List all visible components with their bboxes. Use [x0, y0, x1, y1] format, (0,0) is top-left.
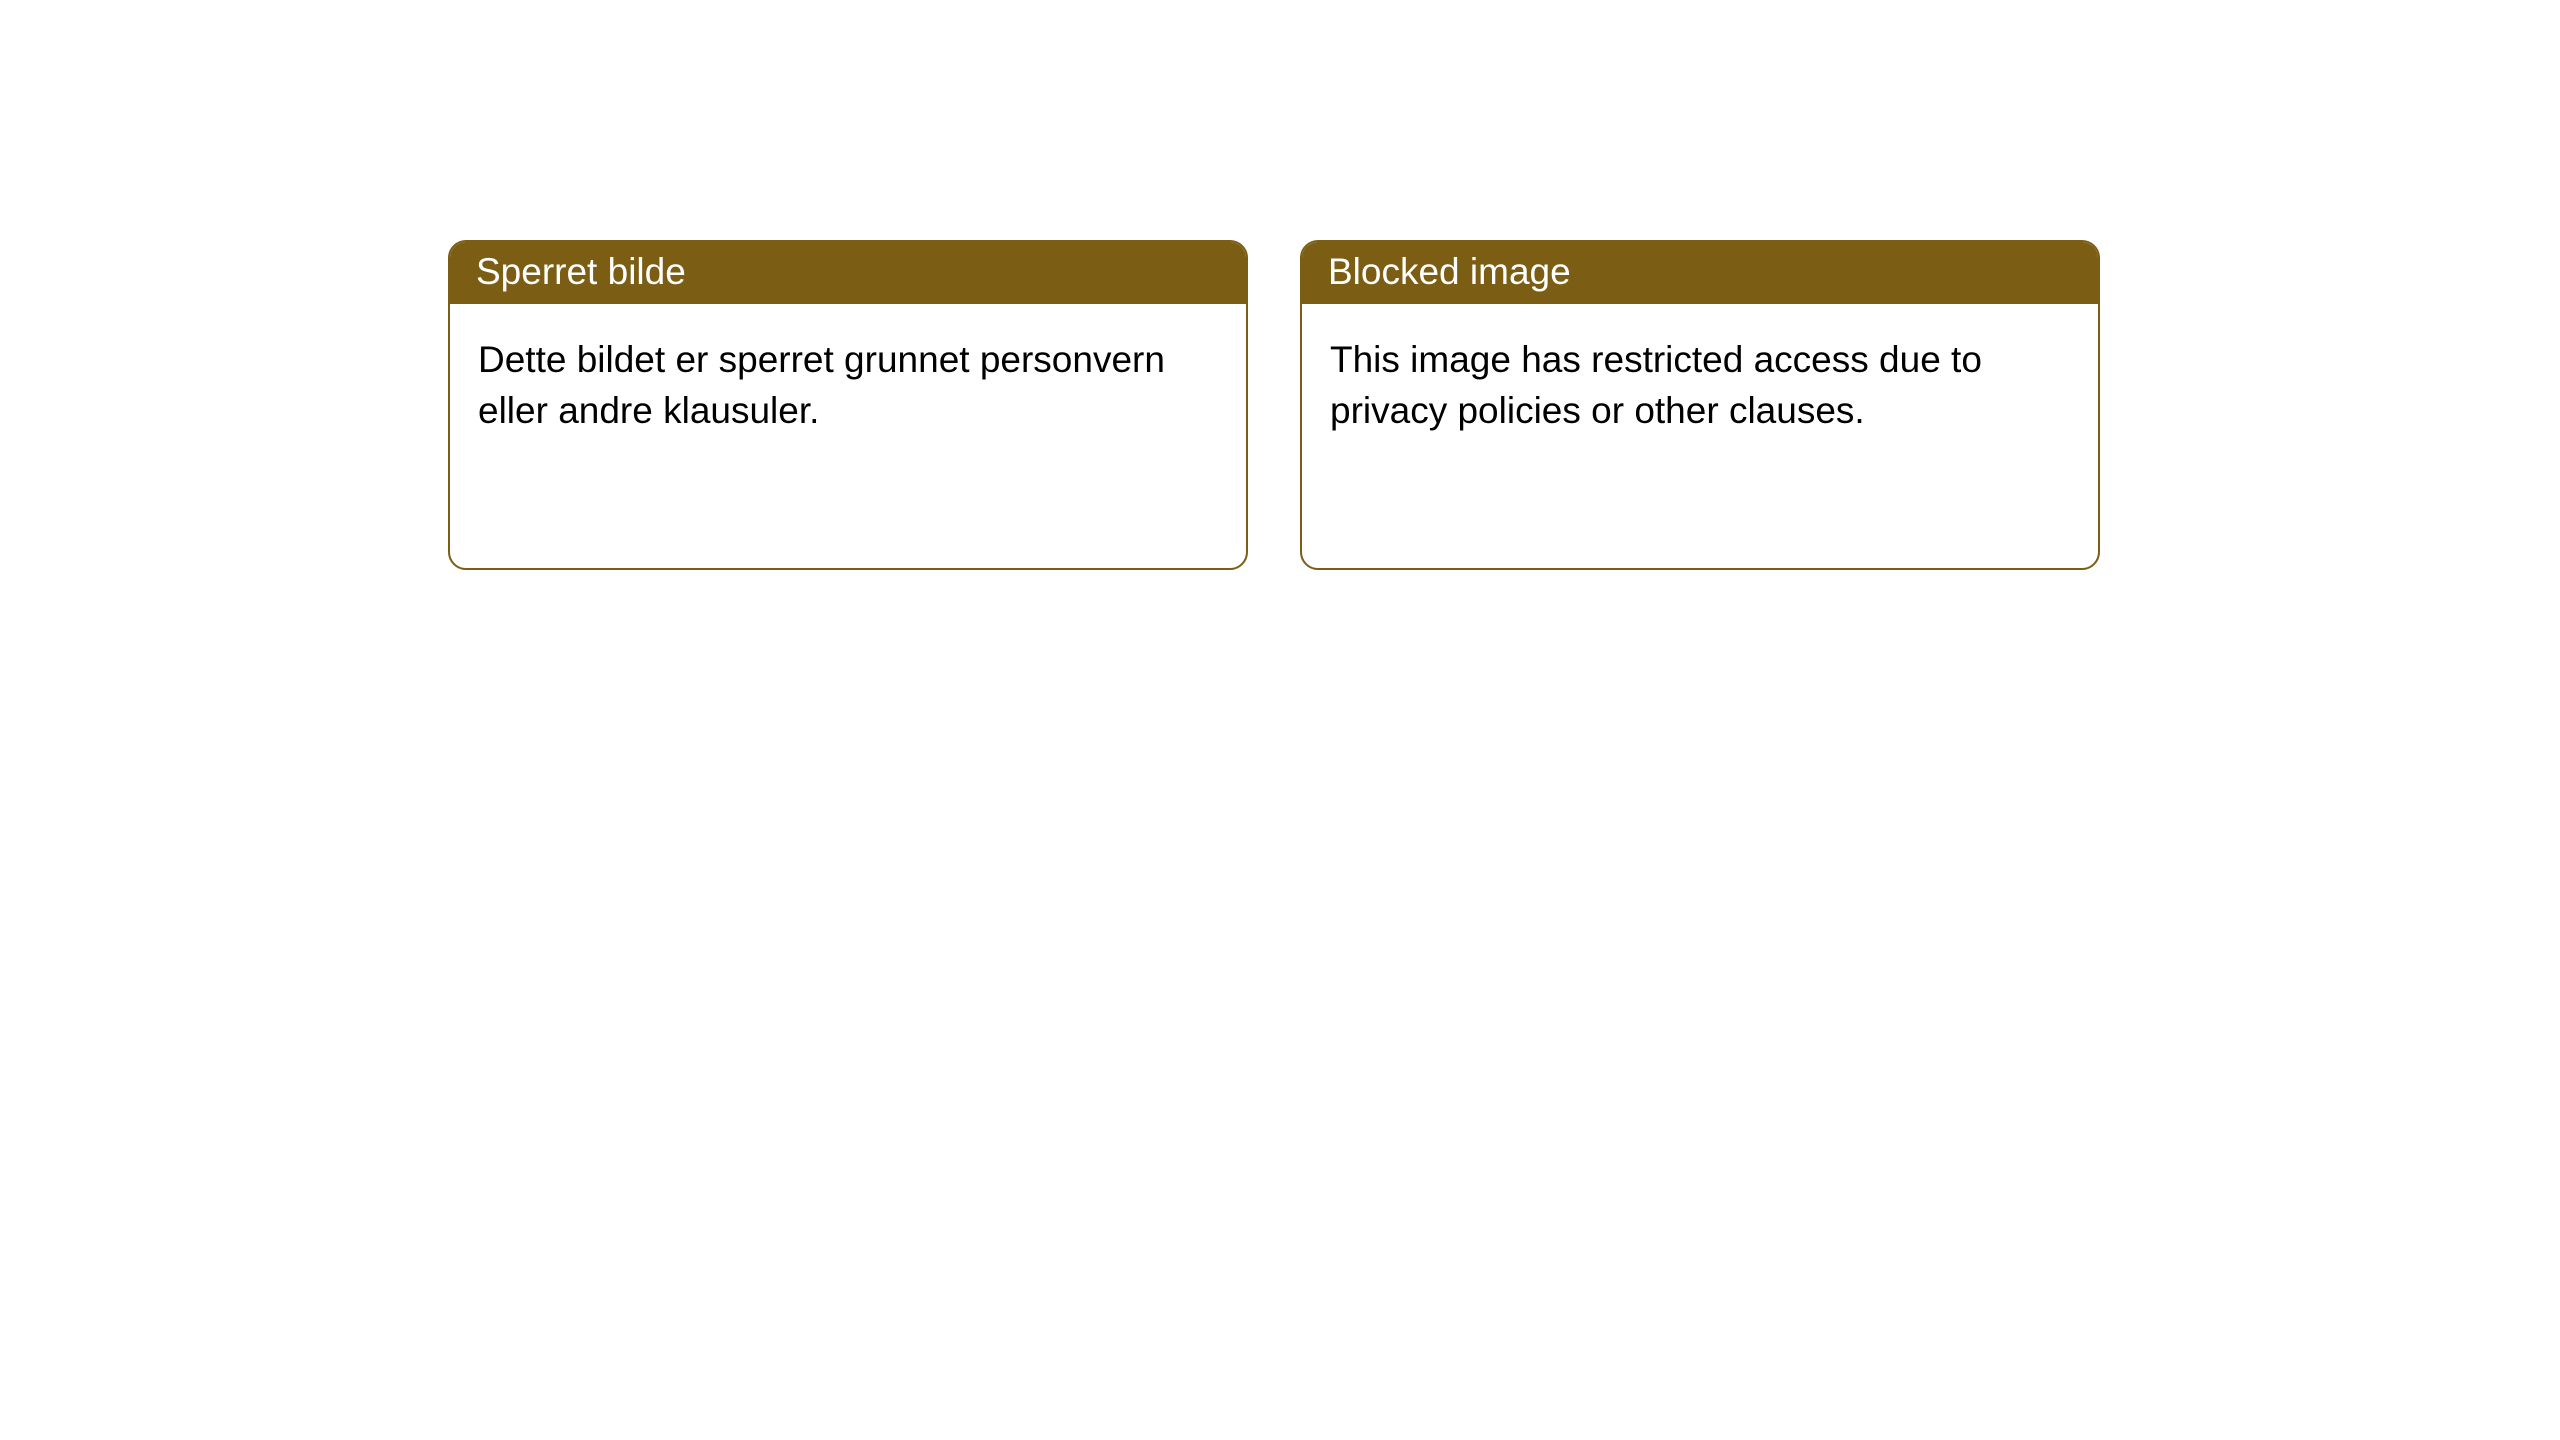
card-body: This image has restricted access due to … [1302, 304, 2098, 466]
card-message: Dette bildet er sperret grunnet personve… [478, 339, 1165, 431]
card-header: Sperret bilde [450, 242, 1246, 304]
notice-container: Sperret bilde Dette bildet er sperret gr… [0, 0, 2560, 570]
card-body: Dette bildet er sperret grunnet personve… [450, 304, 1246, 466]
card-title: Blocked image [1328, 251, 1571, 292]
card-title: Sperret bilde [476, 251, 686, 292]
card-header: Blocked image [1302, 242, 2098, 304]
card-message: This image has restricted access due to … [1330, 339, 1982, 431]
notice-card-english: Blocked image This image has restricted … [1300, 240, 2100, 570]
notice-card-norwegian: Sperret bilde Dette bildet er sperret gr… [448, 240, 1248, 570]
